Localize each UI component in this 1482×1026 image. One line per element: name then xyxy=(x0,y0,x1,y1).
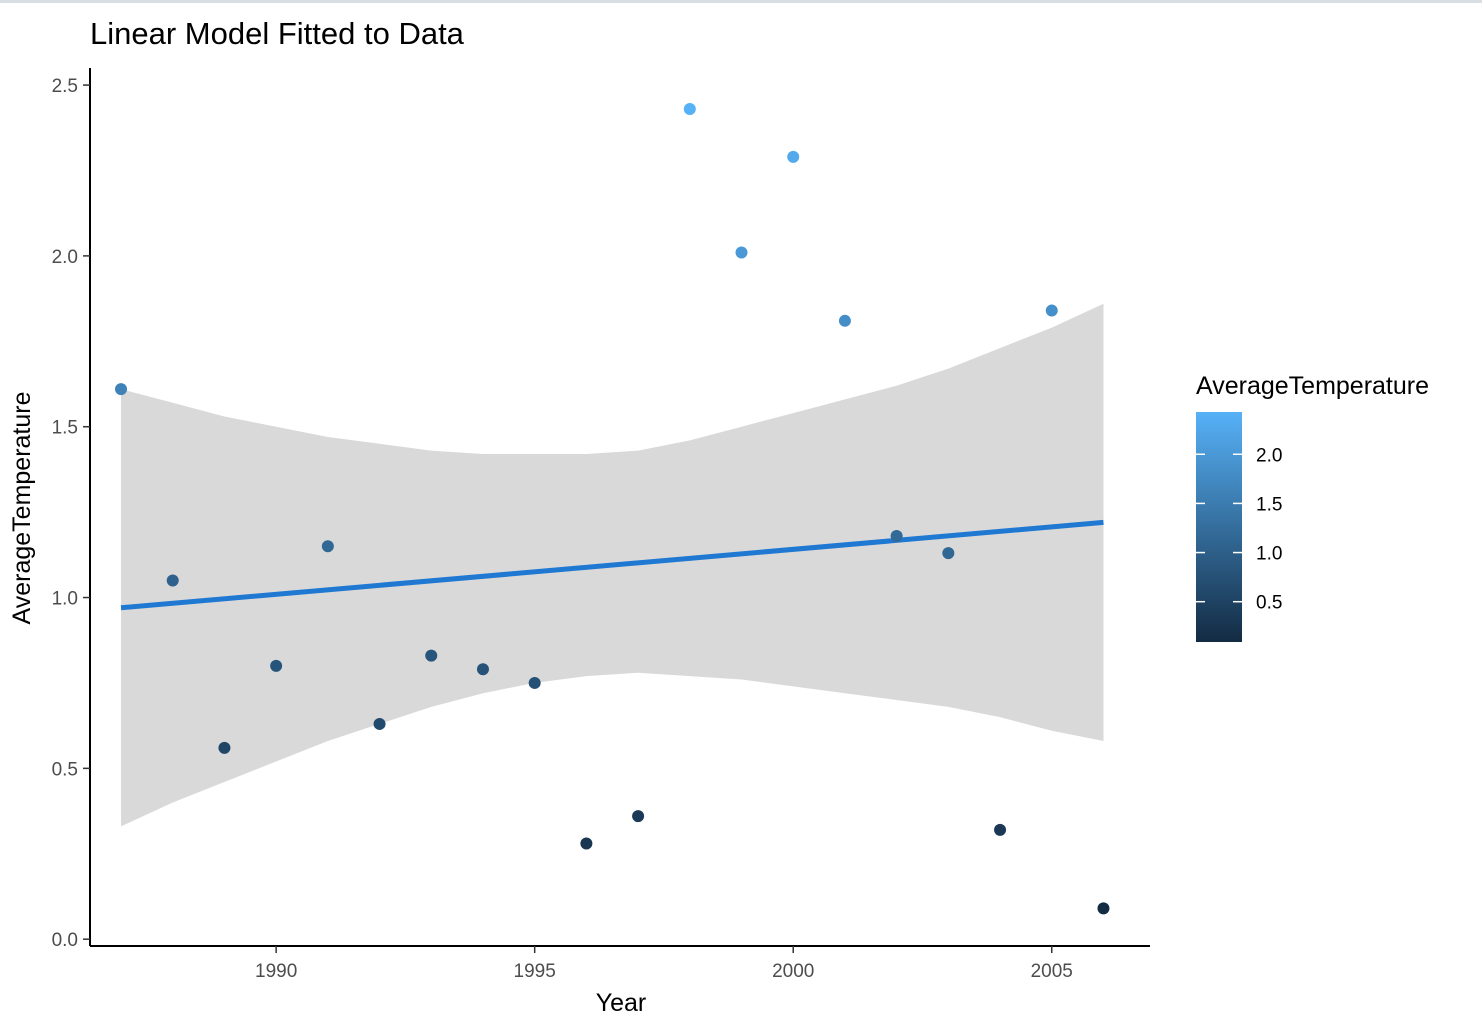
x-axis-title: Year xyxy=(596,989,647,1017)
data-point xyxy=(683,102,696,115)
legend-title: AverageTemperature xyxy=(1196,372,1429,400)
colorbar-tick-label: 0.5 xyxy=(1256,593,1282,614)
y-axis-ticks: 0.0 0.5 1.0 1.5 2.0 2.5 xyxy=(52,76,90,951)
plot-area xyxy=(115,102,1110,915)
y-axis-title: AverageTemperature xyxy=(8,391,36,624)
legend: AverageTemperature 2.0 1.5 1.0 0.5 xyxy=(1196,372,1429,642)
data-point xyxy=(735,246,748,259)
y-tick-label: 1.5 xyxy=(52,418,78,439)
colorbar-tick-label: 1.0 xyxy=(1256,544,1282,565)
data-point xyxy=(580,837,593,850)
x-tick-label: 2000 xyxy=(772,961,814,982)
data-point xyxy=(632,810,645,823)
x-tick-label: 1995 xyxy=(514,961,556,982)
x-tick-label: 2005 xyxy=(1031,961,1073,982)
data-point xyxy=(528,676,541,689)
y-tick-label: 2.0 xyxy=(52,247,78,268)
data-point xyxy=(166,574,179,587)
colorbar-tick-label: 1.5 xyxy=(1256,494,1282,515)
data-point xyxy=(890,530,903,543)
data-point xyxy=(270,659,283,672)
legend-colorbar-ticks: 2.0 1.5 1.0 0.5 xyxy=(1196,445,1282,614)
legend-colorbar xyxy=(1196,412,1242,642)
x-tick-label: 1990 xyxy=(255,961,297,982)
data-point xyxy=(994,823,1007,836)
y-tick-label: 0.0 xyxy=(52,930,78,951)
data-point xyxy=(787,150,800,163)
window-top-border xyxy=(0,0,1482,3)
data-point xyxy=(425,649,438,662)
data-point xyxy=(1045,304,1058,317)
data-point xyxy=(373,717,386,730)
y-tick-label: 1.0 xyxy=(52,589,78,610)
data-point xyxy=(942,547,955,560)
regression-line xyxy=(120,519,1104,611)
y-tick-label: 2.5 xyxy=(52,76,78,97)
data-points xyxy=(115,102,1110,915)
data-point xyxy=(1097,902,1110,915)
x-axis-ticks: 1990 1995 2000 2005 xyxy=(255,946,1073,982)
data-point xyxy=(476,663,489,676)
data-point xyxy=(115,383,128,396)
data-point xyxy=(838,314,851,327)
colorbar-tick-label: 2.0 xyxy=(1256,445,1282,466)
chart-title: Linear Model Fitted to Data xyxy=(90,16,465,51)
data-point xyxy=(321,540,334,553)
y-tick-label: 0.5 xyxy=(52,759,78,780)
data-point xyxy=(218,741,231,754)
